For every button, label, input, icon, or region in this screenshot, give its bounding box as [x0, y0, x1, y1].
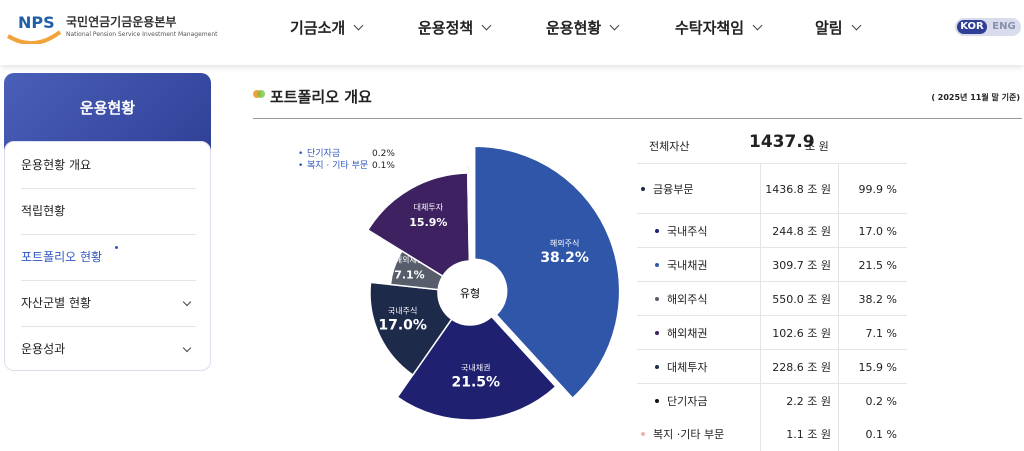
pie-slice — [468, 164, 471, 262]
row-amount: 309.7 조 원 — [760, 248, 837, 282]
row-bullet — [655, 331, 659, 335]
nav-item[interactable]: 운용현황 — [546, 17, 618, 38]
active-dot — [115, 246, 118, 249]
total-label: 전체자산 — [649, 140, 690, 153]
legend-bullet: • — [298, 149, 303, 159]
row-name: 단기자금 — [667, 395, 708, 408]
slice-name: 해외주식 — [550, 238, 579, 248]
legend-value: 0.1% — [372, 161, 395, 171]
section-icon — [253, 90, 265, 98]
row-amount: 1.1 조 원 — [760, 417, 837, 451]
total-row: 전체자산 1437.9 조 원 — [637, 128, 907, 163]
pie-slice — [473, 145, 621, 400]
row-name: 국내채권 — [667, 259, 708, 272]
sidebar-item[interactable]: 운용현황 개요 — [21, 142, 196, 189]
sidebar-item[interactable]: 운용성과 — [21, 326, 196, 372]
sidebar-title: 운용현황 — [79, 99, 136, 117]
org-name-en: National Pension Service Investment Mana… — [66, 31, 218, 38]
language-toggle: KOR ENG — [955, 18, 1021, 36]
divider — [253, 118, 1022, 119]
slice-name: 대체투자 — [414, 202, 444, 212]
nav-item[interactable]: 기금소개 — [290, 17, 362, 38]
table-row: 국내주식 244.8 조 원 17.0 % — [637, 213, 907, 248]
row-percent: 21.5 % — [838, 248, 897, 282]
sidebar-item-active[interactable]: 포트폴리오 현황 — [21, 234, 196, 281]
as-of-date: ( 2025년 11월 말 기준) — [931, 93, 1020, 102]
sidebar-item[interactable]: 자산군별 현황 — [21, 280, 196, 327]
pie-hole — [438, 261, 502, 325]
sidebar-menu: 운용현황 개요 적립현황 포트폴리오 현황 자산군별 현황 운용성과 — [4, 141, 211, 371]
table-row: 해외주식 550.0 조 원 38.2 % — [637, 281, 907, 316]
legend-value: 0.2% — [372, 149, 395, 159]
total-value: 1437.9 — [749, 132, 815, 152]
row-amount: 228.6 조 원 — [760, 350, 837, 384]
logo-mark-icon: NPS — [6, 13, 62, 44]
slice-value: 17.0% — [378, 318, 427, 334]
row-amount: 244.8 조 원 — [760, 214, 837, 248]
row-amount: 1436.8 조 원 — [760, 164, 837, 214]
total-unit: 조 원 — [805, 140, 829, 153]
nav-item[interactable]: 수탁자책임 — [675, 17, 761, 38]
legend-bullet: • — [298, 161, 303, 171]
row-name: 해외채권 — [667, 327, 708, 340]
row-percent: 38.2 % — [838, 282, 897, 316]
lang-option[interactable]: ENG — [992, 21, 1016, 32]
table-row: 대체투자 228.6 조 원 15.9 % — [637, 349, 907, 384]
slice-value: 21.5% — [451, 374, 500, 390]
row-name: 대체투자 — [667, 361, 708, 374]
sidebar-item[interactable]: 적립현황 — [21, 188, 196, 235]
header: NPS 국민연금기금운용본부 National Pension Service … — [0, 0, 1024, 65]
legend-name: 단기자금 — [307, 148, 340, 159]
row-name: 복지 ·기타 부문 — [653, 428, 725, 441]
nav-item[interactable]: 운용정책 — [418, 17, 490, 38]
row-percent: 99.9 % — [838, 164, 897, 214]
row-bullet — [655, 229, 659, 233]
row-amount: 102.6 조 원 — [760, 316, 837, 350]
table-row: 금융부문 1436.8 조 원 99.9 % — [637, 163, 907, 214]
slice-name: 국내주식 — [388, 307, 417, 316]
row-bullet — [655, 399, 659, 403]
lang-option[interactable]: KOR — [957, 20, 987, 34]
table-row: 단기자금 2.2 조 원 0.2 % — [637, 383, 907, 418]
row-bullet — [641, 187, 645, 191]
row-name: 금융부문 — [653, 183, 694, 196]
row-name: 국내주식 — [667, 225, 708, 238]
row-percent: 0.2 % — [838, 384, 897, 418]
row-bullet — [655, 263, 659, 267]
pie-chart: 해외주식 38.2% 국내채권 21.5% 국내주식 17.0% 해외채권 7.1% 대체투자 1… — [298, 145, 621, 421]
row-amount: 550.0 조 원 — [760, 282, 837, 316]
org-name: 국민연금기금운용본부 — [66, 15, 177, 29]
table-row: 복지 ·기타 부문 1.1 조 원 0.1 % — [637, 417, 907, 451]
slice-name: 해외채권 — [395, 254, 424, 264]
legend-name: 복지 · 기타 부문 — [307, 160, 368, 171]
row-percent: 7.1 % — [838, 316, 897, 350]
row-name: 해외주식 — [667, 293, 708, 306]
slice-value: 38.2% — [540, 250, 589, 266]
row-percent: 0.1 % — [838, 417, 897, 451]
nav-item[interactable]: 알림 — [815, 17, 860, 38]
row-bullet — [641, 432, 645, 436]
row-amount: 2.2 조 원 — [760, 384, 837, 418]
center-label: 유형 — [460, 287, 480, 300]
row-bullet — [655, 297, 659, 301]
slice-name: 국내채권 — [461, 362, 490, 372]
table-row: 국내채권 309.7 조 원 21.5 % — [637, 247, 907, 282]
table-row: 해외채권 102.6 조 원 7.1 % — [637, 315, 907, 350]
slice-value: 7.1% — [394, 268, 425, 281]
row-bullet — [655, 365, 659, 369]
logo-mark: NPS — [18, 13, 55, 32]
row-percent: 15.9 % — [838, 350, 897, 384]
row-percent: 17.0 % — [838, 214, 897, 248]
section-title: 포트폴리오 개요 — [270, 88, 372, 106]
slice-value: 15.9% — [409, 216, 447, 229]
